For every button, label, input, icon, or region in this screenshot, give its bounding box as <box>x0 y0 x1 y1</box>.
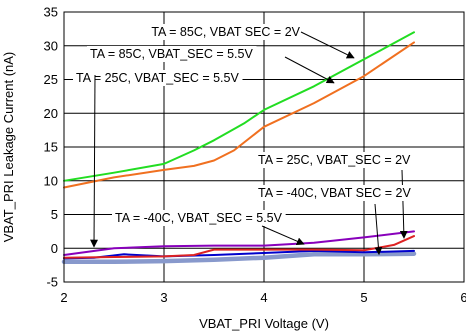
annotation-label: TA = 25C, VBAT_SEC = 5.5V <box>76 71 239 85</box>
x-tick-label: 2 <box>60 290 67 305</box>
x-axis-title: VBAT_PRI Voltage (V) <box>199 316 329 331</box>
y-tick-label: 0 <box>51 241 58 256</box>
annotations: TA = 85C, VBAT SEC = 2V TA = 85C, VBAT_SE… <box>73 24 415 256</box>
y-tick-label: 10 <box>44 173 58 188</box>
y-tick-label: 15 <box>44 140 58 155</box>
annotation-box <box>148 24 304 40</box>
annotation-label: TA = -40C, VBAT_SEC = 5.5V <box>115 211 283 225</box>
y-tick-label: 25 <box>44 72 58 87</box>
x-tick-label: 3 <box>160 290 167 305</box>
x-tick-label: 6 <box>460 290 466 305</box>
series-line <box>63 31 415 182</box>
annotation-box <box>255 185 415 201</box>
y-axis-title: VBAT_PRI Leakage Current (nA) <box>1 52 16 243</box>
y-tick-label: 35 <box>44 5 58 20</box>
annotation-label: TA = 25C, VBAT_SEC = 2V <box>258 153 411 167</box>
annotation-box <box>73 70 243 86</box>
y-tick-label: -5 <box>46 275 58 290</box>
x-tick-label: 4 <box>260 290 267 305</box>
series-line <box>61 251 417 265</box>
series-line <box>63 230 415 256</box>
annotation-label: TA = 85C, VBAT SEC = 2V <box>151 25 300 39</box>
annotation-box <box>112 210 286 226</box>
annotation-box <box>87 46 257 62</box>
annotation-arrow <box>300 31 355 59</box>
annotation-label: TA = 85C, VBAT_SEC = 5.5V <box>90 47 253 61</box>
annotation-arrow <box>284 56 335 84</box>
annotation-arrow <box>261 225 305 246</box>
y-tick-label: 20 <box>44 106 58 121</box>
annotation-arrow <box>90 74 99 248</box>
tick-labels: -5 0 5 10 15 20 25 30 35 2 3 4 5 6 <box>44 5 466 306</box>
plot-frame <box>63 11 465 283</box>
annotation-arrow <box>374 203 383 256</box>
annotation-arrow <box>399 169 408 239</box>
annotation-box <box>255 152 415 168</box>
annotation-label: TA = -40C, VBAT SEC = 2V <box>258 186 412 200</box>
y-tick-label: 30 <box>44 38 58 53</box>
y-tick-label: 5 <box>51 207 58 222</box>
x-tick-label: 5 <box>360 290 367 305</box>
series-line <box>63 41 415 189</box>
